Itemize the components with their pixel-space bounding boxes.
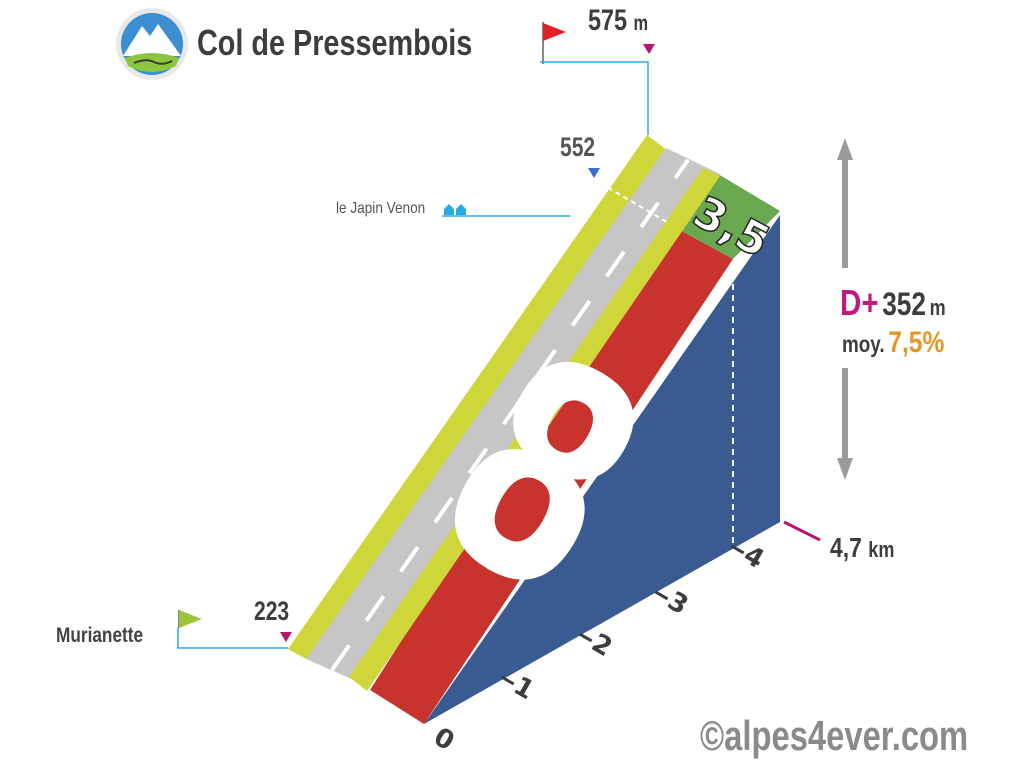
km-tick-2: 2: [586, 628, 617, 663]
summit-altitude: 575 m: [588, 4, 648, 38]
village-label: le Japin Venon: [336, 200, 426, 217]
start-name: Murianette: [56, 624, 144, 647]
road-surface: [306, 148, 720, 681]
waypoint-altitude: 552: [560, 132, 596, 162]
distance-marker-line: [783, 520, 821, 542]
km-tick-0: 0: [429, 722, 460, 757]
summit-altitude-value: 575: [588, 4, 628, 37]
km-tick-1: 1: [508, 671, 539, 706]
average-gradient-value: 7,5%: [888, 326, 945, 359]
elevation-gain-label: D+: [840, 282, 879, 323]
summit-altitude-unit: m: [633, 12, 649, 35]
segment-separator: [599, 182, 668, 223]
road-shoulder-left: [288, 135, 667, 660]
elevation-gain: D+ 352 m: [840, 282, 946, 324]
elevation-gain-unit: m: [929, 295, 946, 320]
summit-marker-icon: [643, 44, 655, 54]
total-distance-unit: km: [868, 537, 895, 562]
start-flag-icon: [178, 610, 202, 628]
km-tick-4: 4: [738, 540, 769, 575]
road-shoulder-right: [349, 168, 720, 691]
summit-flag-icon: [542, 22, 566, 64]
start-marker-icon: [280, 632, 292, 642]
km-tick-3: 3: [662, 586, 693, 621]
average-gradient: moy. 7,5%: [842, 326, 944, 360]
average-gradient-label: moy.: [842, 331, 885, 357]
total-distance-value: 4,7: [830, 532, 862, 563]
summit-leader-line: [540, 61, 649, 135]
start-altitude: 223: [254, 596, 290, 626]
mountain-logo-icon: [116, 8, 188, 80]
total-distance: 4,7 km: [830, 532, 894, 564]
road-centre-line: [330, 158, 690, 672]
elevation-gain-value: 352: [882, 286, 926, 322]
copyright-credit: ©alpes4ever.com: [700, 712, 969, 759]
start-leader-line: [177, 627, 288, 649]
village-houses-icon: [444, 204, 466, 215]
waypoint-marker-icon: [588, 168, 600, 178]
profile-side-face: [424, 215, 780, 724]
segment-8-percent: [370, 223, 733, 724]
page-title: Col de Pressembois: [197, 22, 473, 63]
segment-3-5-percent: [667, 174, 780, 259]
elevation-arrow-icon: [837, 138, 853, 480]
